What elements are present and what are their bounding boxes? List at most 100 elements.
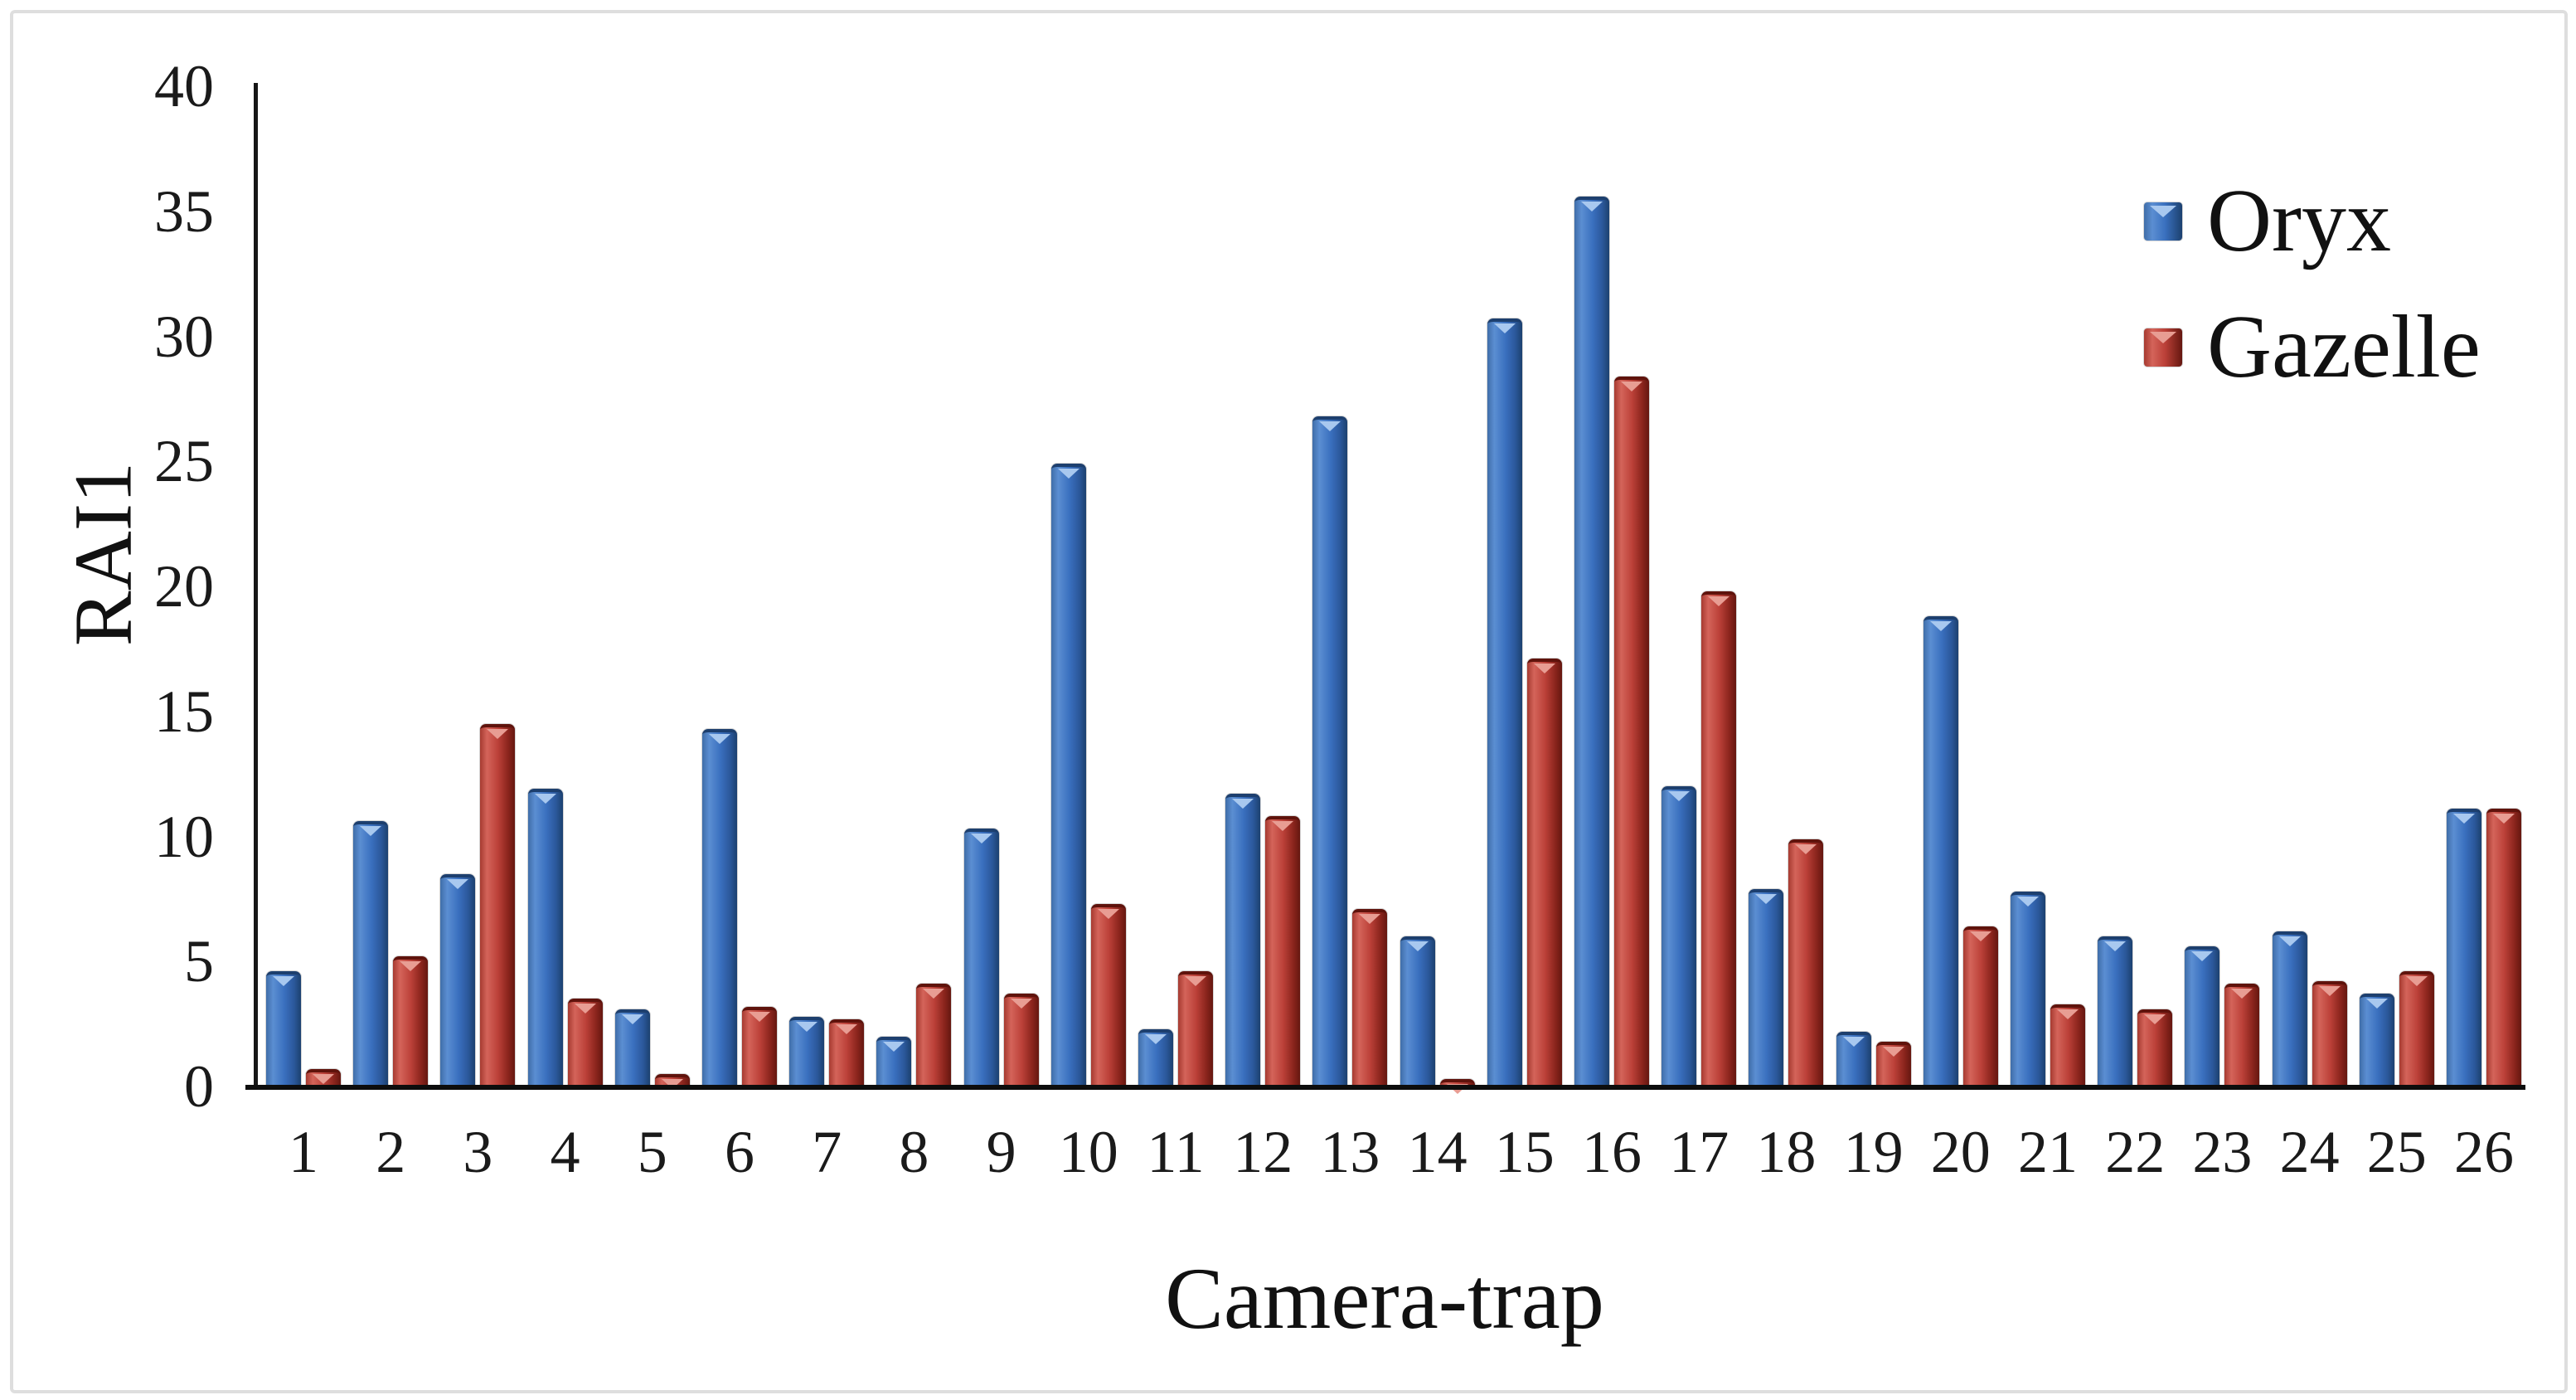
oryx-bar [1312,416,1348,1086]
bar-cap-chevron-icon [360,826,382,836]
bar-cap-chevron-icon [487,729,509,739]
x-tick-label: 16 [1582,1119,1642,1185]
oryx-series-marker-icon [2144,202,2182,241]
bar-cap-chevron-icon [2453,814,2475,824]
oryx-bar [1662,786,1697,1086]
oryx-bar [1050,464,1086,1086]
x-tick-label: 5 [637,1119,667,1185]
x-tick-label: 8 [899,1119,929,1185]
gazelle-bar [393,956,429,1086]
bar-cap-chevron-icon [1708,596,1730,606]
bar-cap-chevron-icon [923,989,945,999]
gazelle-bar [1352,909,1388,1086]
x-tick-label: 7 [812,1119,842,1185]
bar-cap-chevron-icon [2231,989,2253,999]
bar-cap-chevron-icon [2144,1014,2166,1024]
bar-cap-chevron-icon [313,1074,334,1084]
oryx-bar [876,1037,912,1086]
bar-cap-chevron-icon [2365,999,2388,1009]
bar-cap-chevron-icon [2278,936,2301,946]
gazelle-bar [1526,659,1562,1086]
gazelle-bar [567,999,603,1086]
gazelle-series-marker-icon [2144,328,2182,367]
y-axis-line [254,83,258,1088]
oryx-bar [2098,936,2133,1086]
gazelle-bar [1875,1042,1911,1086]
bar-cap-chevron-icon [970,834,992,843]
gazelle-bar [2050,1004,2085,1086]
bar-cap-chevron-icon [2191,951,2214,961]
y-tick-label: 25 [154,428,214,495]
x-tick-label: 23 [2192,1119,2253,1185]
oryx-bar [1487,318,1522,1086]
legend-item-gazelle: Gazelle [2144,302,2481,393]
bar-cap-chevron-icon [2493,814,2515,824]
bar-cap-chevron-icon [273,976,294,986]
x-tick-label: 17 [1669,1119,1729,1185]
oryx-legend-label: Oryx [2207,172,2391,270]
gazelle-bar [916,984,952,1086]
gazelle-bar [2399,971,2434,1086]
y-tick-label: 35 [154,177,214,245]
bar-cap-chevron-icon [1057,469,1079,479]
oryx-bar [1138,1029,1173,1086]
oryx-bar [440,874,476,1086]
gazelle-bar [1614,377,1649,1086]
bar-cap-chevron-icon [1232,799,1254,809]
oryx-bar [1574,197,1609,1086]
bar-cap-chevron-icon [709,734,730,744]
y-tick-label: 5 [184,928,214,995]
x-tick-label: 6 [725,1119,754,1185]
x-tick-label: 4 [550,1119,580,1185]
bar-cap-chevron-icon [883,1042,905,1052]
bar-cap-chevron-icon [1969,931,1991,941]
gazelle-bar [1003,994,1039,1086]
x-tick-label: 10 [1058,1119,1118,1185]
bar-cap-chevron-icon [400,961,422,971]
oryx-bar [353,821,389,1086]
oryx-bar [2185,946,2220,1086]
x-tick-label: 11 [1147,1119,1205,1185]
x-tick-label: 22 [2105,1119,2166,1185]
gazelle-bar [2486,809,2521,1086]
bar-cap-chevron-icon [2405,976,2428,986]
gazelle-bar [742,1007,777,1086]
gazelle-bar [1090,904,1126,1086]
gazelle-legend-label: Gazelle [2207,298,2481,396]
legend: Oryx Gazelle [2144,176,2481,393]
x-tick-label: 12 [1233,1119,1293,1185]
y-tick-label: 40 [154,53,214,119]
bar-cap-chevron-icon [2318,986,2341,996]
bar-cap-chevron-icon [1533,664,1555,673]
bar-cap-chevron-icon [1795,844,1817,854]
x-axis-line [245,1085,2525,1090]
gazelle-bar [1962,926,1998,1086]
bar-cap-chevron-icon [1493,323,1516,333]
bar-cap-chevron-icon [534,794,556,804]
gazelle-bar [2224,984,2260,1086]
x-tick-label: 19 [1843,1119,1904,1185]
oryx-bar [2359,994,2394,1086]
oryx-bar [266,971,301,1086]
x-tick-label: 13 [1320,1119,1380,1185]
legend-item-oryx: Oryx [2144,176,2481,267]
oryx-bar [1836,1032,1871,1086]
bar-cap-chevron-icon [1145,1034,1167,1044]
y-tick-label: 20 [154,553,214,620]
bar-cap-chevron-icon [1621,382,1642,391]
oryx-bar [527,789,563,1086]
oryx-bar [614,1009,650,1086]
bar-cap-chevron-icon [1668,791,1691,801]
gazelle-bar [829,1019,865,1086]
bar-cap-chevron-icon [749,1012,770,1022]
oryx-bar [2272,931,2307,1086]
x-tick-label: 21 [2018,1119,2078,1185]
x-tick-label: 9 [986,1119,1016,1185]
y-tick-label: 30 [154,303,214,370]
bar-cap-chevron-icon [621,1014,643,1024]
bar-cap-chevron-icon [1010,999,1032,1009]
x-tick-label: 15 [1494,1119,1555,1185]
gazelle-bar [2312,981,2347,1086]
bar-cap-chevron-icon [836,1024,858,1034]
bar-cap-chevron-icon [1755,894,1778,904]
